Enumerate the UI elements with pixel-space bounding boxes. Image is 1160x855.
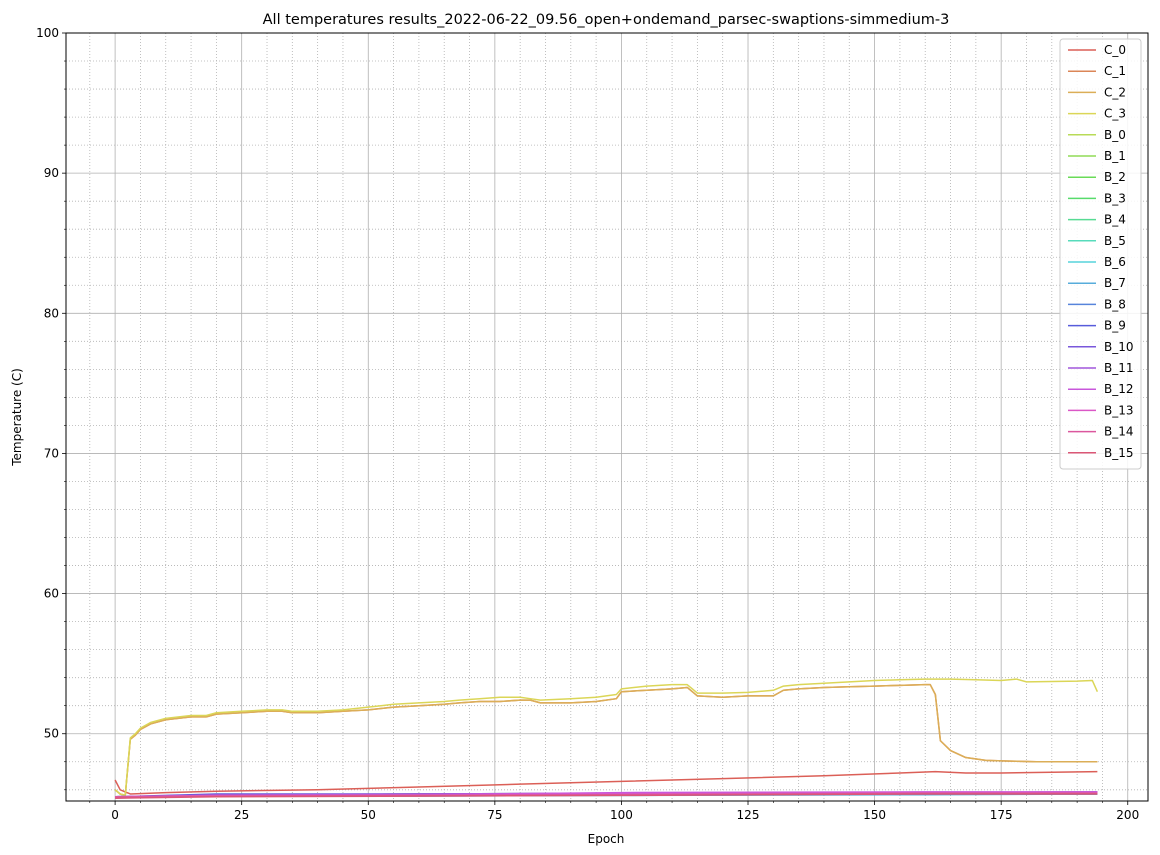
- x-tick-label: 100: [610, 808, 633, 822]
- y-tick-label: 70: [44, 446, 59, 460]
- legend-entry-label: B_14: [1104, 425, 1134, 439]
- grid-layer: [66, 32, 1148, 801]
- series-layer: [114, 678, 1099, 799]
- y-axis-label: Temperature (C): [10, 368, 24, 467]
- legend-entry-label: C_2: [1104, 85, 1126, 99]
- ticks-layer: 0 25 50 75 100 125 150 175 200 50 60 70 80 90 100: [36, 26, 1139, 822]
- x-tick-label: 200: [1116, 808, 1139, 822]
- legend: C_0 C_1 C_2 C_3 B_0 B_1 B_2 B_3 B_4 B_5 B_6 B_7 B_8 B…: [1059, 38, 1142, 470]
- legend-box: [1059, 38, 1142, 470]
- y-tick-label: 50: [44, 727, 59, 741]
- x-tick-label: 175: [990, 808, 1013, 822]
- series-line-c-3: [114, 678, 1099, 797]
- legend-entry-label: B_0: [1104, 128, 1126, 142]
- legend-entry-label: B_2: [1104, 170, 1126, 184]
- legend-entry-label: B_1: [1104, 149, 1126, 163]
- plot-frame: [65, 32, 1149, 802]
- x-tick-label: 75: [487, 808, 502, 822]
- legend-entry-label: B_11: [1104, 361, 1134, 375]
- legend-entry-label: C_3: [1104, 107, 1126, 121]
- y-tick-label: 80: [44, 306, 59, 320]
- legend-entry-label: B_15: [1104, 446, 1134, 460]
- x-tick-label: 25: [234, 808, 249, 822]
- legend-entry-label: B_8: [1104, 297, 1126, 311]
- legend-entry-label: B_12: [1104, 382, 1134, 396]
- series-line-c-2: [114, 683, 1098, 797]
- x-tick-label: 125: [737, 808, 760, 822]
- legend-entry-label: B_5: [1104, 234, 1126, 248]
- y-tick-label: 100: [36, 26, 59, 40]
- x-tick-label: 50: [361, 808, 376, 822]
- legend-entry-label: B_3: [1104, 191, 1126, 205]
- legend-entry-label: C_1: [1104, 64, 1126, 78]
- legend-entry-label: B_6: [1104, 255, 1126, 269]
- y-tick-label: 60: [44, 587, 59, 601]
- series-line-c-0: [114, 770, 1098, 795]
- x-tick-label: 150: [863, 808, 886, 822]
- x-tick-label: 0: [111, 808, 119, 822]
- chart-title: All temperatures results_2022-06-22_09.5…: [263, 12, 950, 28]
- legend-entry-label: B_9: [1104, 319, 1126, 333]
- series-line-b-15: [115, 793, 1098, 799]
- legend-entry-label: C_0: [1104, 43, 1126, 57]
- legend-entry-label: B_10: [1104, 340, 1134, 354]
- x-axis-label: Epoch: [588, 832, 625, 846]
- legend-entry-label: B_4: [1104, 213, 1126, 227]
- legend-entry-label: B_7: [1104, 276, 1126, 290]
- y-tick-label: 90: [44, 166, 59, 180]
- legend-entry-label: B_13: [1104, 403, 1134, 417]
